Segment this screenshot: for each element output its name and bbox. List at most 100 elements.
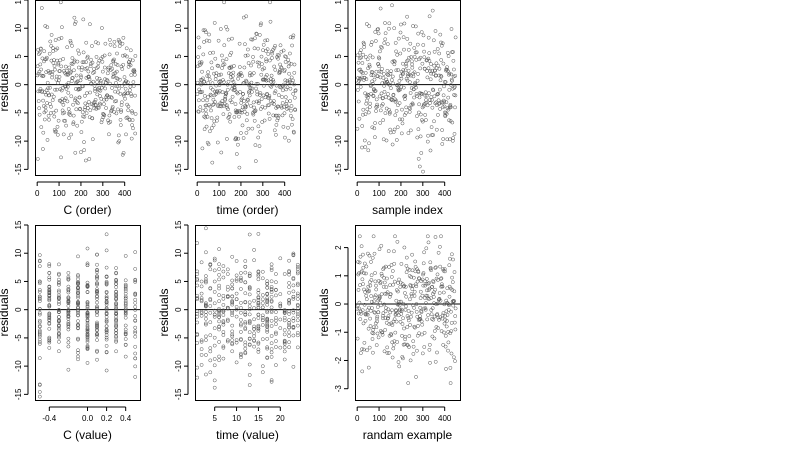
scatter-point [452, 299, 456, 303]
scatter-point [378, 294, 382, 299]
scatter-point [117, 86, 121, 91]
scatter-point [388, 110, 392, 115]
scatter-point [377, 69, 382, 74]
scatter-point [450, 275, 454, 280]
scatter-point [230, 323, 235, 328]
scatter-point [238, 110, 243, 115]
scatter-point [394, 298, 399, 303]
scatter-point [445, 313, 450, 317]
scatter-point [243, 340, 248, 345]
y-tick-label: -15 [14, 388, 23, 400]
scatter-point [217, 310, 221, 315]
scatter-point [415, 42, 420, 47]
scatter-point [244, 14, 249, 19]
scatter-point [217, 315, 221, 319]
scatter-point [448, 381, 453, 385]
scatter-point [56, 81, 60, 85]
scatter-point [230, 341, 235, 346]
scatter-point [394, 49, 398, 54]
scatter-point [282, 340, 287, 345]
scatter-point [37, 253, 42, 257]
scatter-point [79, 75, 84, 80]
scatter-point [125, 80, 130, 85]
scatter-point [364, 77, 369, 81]
scatter-point [282, 82, 286, 87]
scatter-point [274, 280, 278, 285]
scatter-point [391, 92, 396, 97]
scatter-point [390, 74, 395, 79]
scatter-point [287, 345, 291, 350]
scatter-point [87, 75, 91, 79]
scatter-point [360, 124, 365, 128]
scatter-point [397, 303, 402, 308]
scatter-point [116, 133, 121, 138]
scatter-point [47, 277, 52, 282]
scatter-point [452, 84, 457, 89]
scatter-point [365, 107, 370, 112]
scatter-point [88, 108, 93, 113]
scatter-point [201, 52, 206, 57]
scatter-point [260, 305, 265, 310]
scatter-point [414, 50, 419, 55]
scatter-point [85, 336, 90, 340]
scatter-point [256, 303, 261, 307]
scatter-point [265, 323, 270, 328]
scatter-point [224, 103, 229, 108]
scatter-point [93, 89, 97, 93]
scatter-point [96, 61, 101, 66]
scatter-point [195, 309, 200, 314]
y-tick-label: 15 [14, 220, 23, 229]
scatter-point [406, 74, 411, 78]
scatter-point [243, 320, 248, 324]
scatter-point [382, 280, 387, 285]
scatter-point [85, 312, 90, 317]
scatter-point [76, 337, 80, 342]
scatter-point [53, 87, 57, 92]
scatter-point [212, 378, 217, 383]
y-tick-label: 5 [174, 54, 183, 59]
scatter-point [230, 342, 235, 347]
scatter-point [108, 42, 113, 47]
scatter-point [367, 24, 372, 29]
scatter-point [356, 60, 361, 65]
scatter-point [209, 60, 214, 65]
scatter-point [422, 102, 426, 107]
scatter-point [95, 275, 99, 280]
scatter-point [123, 327, 128, 332]
scatter-point [291, 252, 296, 257]
scatter-point [66, 290, 71, 295]
scatter-point [400, 117, 405, 122]
scatter-point [446, 348, 450, 353]
x-tick-label: 300 [96, 189, 110, 198]
scatter-point [438, 78, 443, 83]
scatter-point [392, 26, 397, 31]
scatter-point [442, 321, 447, 326]
scatter-point [117, 139, 122, 144]
scatter-point [452, 355, 456, 360]
scatter-point [76, 313, 80, 317]
scatter-point [239, 287, 243, 291]
scatter-point [133, 344, 138, 349]
scatter-point [104, 248, 109, 253]
scatter-point [56, 62, 61, 67]
scatter-point [283, 95, 288, 99]
scatter-point [402, 245, 407, 250]
scatter-point [202, 127, 207, 132]
scatter-point [234, 297, 239, 301]
scatter-point [247, 373, 252, 377]
scatter-point [123, 294, 128, 299]
scatter-point [432, 63, 437, 68]
scatter-point [71, 120, 76, 125]
scatter-point [217, 262, 221, 267]
scatter-point [234, 277, 239, 282]
scatter-point [370, 125, 375, 130]
scatter-point [85, 361, 90, 365]
scatter-point [221, 112, 226, 117]
scatter-point [247, 285, 252, 290]
scatter-point [118, 123, 123, 127]
scatter-point [406, 381, 411, 385]
scatter-point [124, 132, 128, 137]
scatter-point [430, 68, 435, 73]
scatter-point [57, 271, 61, 276]
scatter-point [116, 107, 120, 112]
